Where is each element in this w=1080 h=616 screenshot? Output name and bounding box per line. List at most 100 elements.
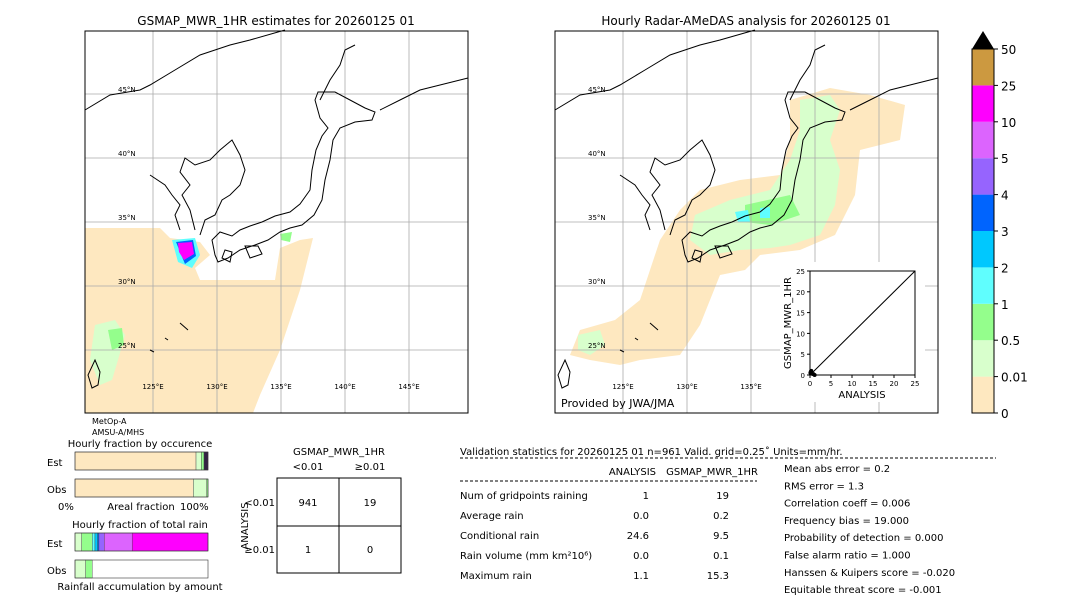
coastline [691,249,703,263]
right-map-rain-cyan-2 [760,207,770,218]
scatter-xtick-label: 20 [890,380,899,388]
sensor-line-2: AMSU-A/MHS [92,428,144,437]
longitude-label: 135°E [270,383,291,391]
fraction-bar-frame [74,532,209,552]
coastline [714,245,733,259]
left-map-gridlines [85,31,468,413]
longitude-label: 130°E [676,383,697,391]
fraction-bar-frame [74,478,209,498]
fraction-segment [81,532,93,552]
stats-row-analysis: 0.0 [633,511,649,522]
left-map-rain-magenta [178,242,194,260]
colorbar-label: 4 [1001,189,1009,203]
fraction-segment [104,532,133,552]
fraction-bar-frame [74,559,209,579]
colorbar-label: 0 [1001,407,1009,421]
contingency-title: GSMAP_MWR_1HR [293,447,385,458]
colorbar-segment [972,121,994,159]
stats-row-gsmap: 0.1 [713,551,729,562]
fraction-segment [98,532,105,552]
stats-row-label: Num of gridpoints raining [460,491,588,502]
rain-obs-label: Obs [47,566,66,577]
scatter-xtick-label: 25 [911,380,920,388]
stats-header-analysis: ANALYSIS [609,467,656,478]
contingency-col-0: <0.01 [293,462,324,473]
colorbar-label: 2 [1001,261,1009,275]
longitude-label: 145°E [398,383,419,391]
colorbar-segment [972,231,994,268]
stats-score: Probability of detection = 0.000 [784,533,943,544]
coastline [619,322,659,353]
rain-fraction-bars [74,532,209,579]
colorbar-label: 0.01 [1001,371,1028,385]
rain-est-label: Est [47,539,63,550]
left-map-rain-moderate [108,328,124,350]
colorbar-extend-triangle [972,31,994,49]
latitude-label: 30°N [588,278,606,286]
stats-score: False alarm ratio = 1.000 [784,551,911,562]
left-map: 45°N 40°N 35°N 30°N 25°N 125°E 130°E 135°E 140°E… [84,29,469,414]
stats-score: Equitable threat score = -0.001 [784,585,942,596]
fraction-bar-frame [74,451,209,471]
fraction-segment [74,451,197,471]
stats-score: Mean abs error = 0.2 [784,464,890,475]
occurrence-xtick-100: 100% [180,502,209,513]
coastline [557,358,571,389]
latitude-label: 45°N [118,86,136,94]
colorbar-label: 0.5 [1001,334,1020,348]
stats-row-analysis: 1.1 [633,571,649,582]
stats-row-label: Maximum rain [460,571,532,582]
coastline [649,139,716,236]
coastline [319,44,356,101]
longitude-label: 125°E [142,383,163,391]
coastline [84,29,286,111]
colorbar-label: 5 [1001,152,1009,166]
stats-row-analysis: 1 [643,491,649,502]
coastline [849,77,939,111]
occurrence-xlabel: Areal fraction [107,502,174,513]
stats-row-gsmap: 15.3 [707,571,729,582]
stats-score: Frequency bias = 19.000 [784,516,909,527]
scatter-ytick-label: 10 [796,330,805,338]
fraction-segment [92,532,96,552]
stats-score: Hanssen & Kuipers score = -0.020 [784,568,955,579]
scatter-ytick-label: 25 [796,268,805,276]
coastline [149,174,181,231]
fraction-segment [193,478,207,498]
cell-miss: 1 [305,545,311,556]
scatter-xtick-label: 15 [869,380,878,388]
fraction-segment [74,478,194,498]
cell-hit-none: 941 [298,498,317,509]
colorbar-segment [972,267,994,304]
right-map: 45°N 40°N 35°N 30°N 25°N 125°E 130°E 135°E Prov… [554,29,939,414]
fraction-segment [131,532,209,552]
scatter-point [812,373,817,377]
colorbar-segment [972,303,994,341]
colorbar-segment [972,85,994,122]
colorbar-label: 50 [1001,43,1016,57]
latitude-label: 25°N [588,342,606,350]
latitude-label: 35°N [588,214,606,222]
latitude-label: 40°N [118,150,136,158]
longitude-label: 135°E [740,383,761,391]
left-map-rain-green-east [280,232,292,242]
stats-row-gsmap: 9.5 [713,531,729,542]
right-map-rain-light-south [578,330,605,355]
rain-fraction-xlabel: Rainfall accumulation by amount [57,582,222,593]
colorbar-label: 10 [1001,116,1016,130]
latitude-label: 40°N [588,150,606,158]
stats-row-label: Conditional rain [460,531,539,542]
longitude-label: 140°E [334,383,355,391]
colorbar-segment [972,340,994,377]
scatter-xlabel: ANALYSIS [838,390,885,401]
cell-false-alarm: 19 [364,498,377,509]
scatter-ytick-label: 20 [796,289,805,297]
fraction-segment [74,532,82,552]
scatter-xtick-label: 5 [829,380,833,388]
colorbar-label: 3 [1001,225,1009,239]
right-map-rain-light [690,95,840,255]
fraction-segment [74,559,86,579]
right-map-title: Hourly Radar-AMeDAS analysis for 2026012… [601,14,890,28]
scatter-point [808,369,813,374]
